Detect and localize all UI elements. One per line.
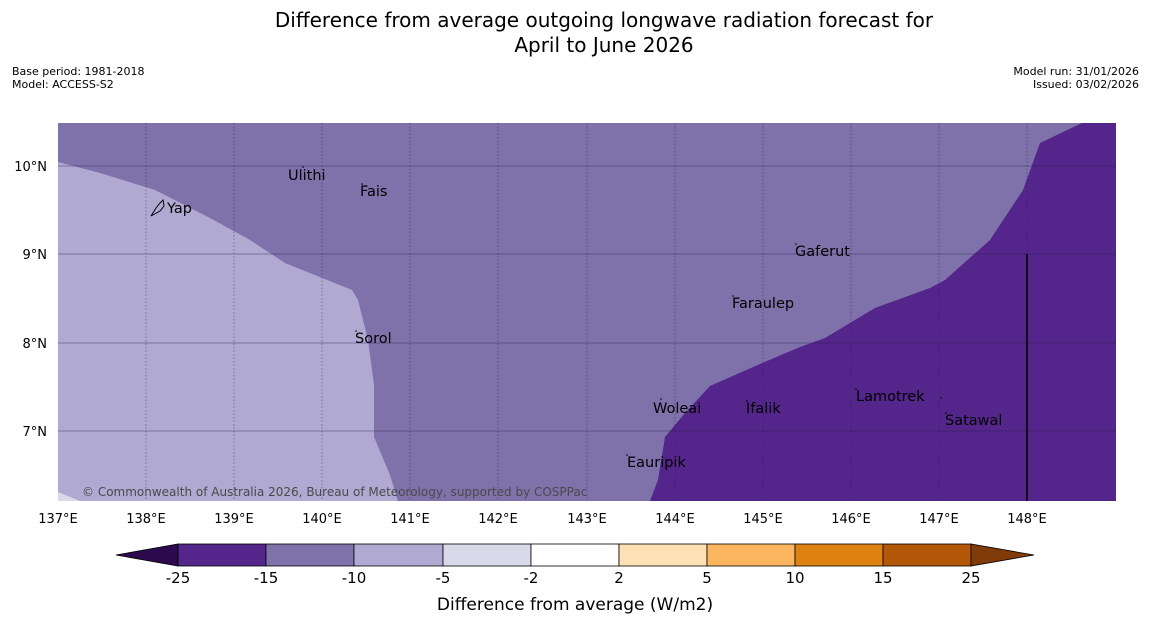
lon-tick-143E: 143°E [567,512,607,527]
cb-tick-9: 25 [961,569,980,587]
label-yap: Yap [166,201,192,217]
label-gaferut: Gaferut [795,244,850,260]
lon-tick-141E: 141°E [390,512,430,527]
lon-tick-148E: 148°E [1007,512,1047,527]
cb-tick-7: 10 [785,569,804,587]
parallels [58,165,1116,432]
label-lamotrek: Lamotrek [856,389,925,405]
cb-tick-3: -5 [436,569,451,587]
lon-tick-146E: 146°E [831,512,871,527]
lon-tick-142E: 142°E [478,512,518,527]
lon-tick-145E: 145°E [743,512,783,527]
label-woleai: Woleai [653,401,701,417]
label-eauripik: Eauripik [627,455,686,471]
yap-island [150,198,165,217]
label-faraulep: Faraulep [732,296,794,312]
region-dark [650,123,1116,501]
model-run: Model run: 31/01/2026 [1013,65,1139,78]
cb-tick-2: -10 [342,569,367,587]
colorbar-swatch-2 [265,543,355,567]
lon-tick-140E: 140°E [302,512,342,527]
lon-axis: 137°E 138°E 139°E 140°E 141°E 142°E 143°… [38,512,1047,527]
colorbar-label: Difference from average (W/m2) [437,595,713,615]
label-ifalik: Ifalik [746,401,781,417]
colorbar-ticks: -25 -15 -10 -5 -2 2 5 10 15 25 [166,569,981,587]
lat-tick-10N: 10°N [14,160,47,175]
island-markers [302,166,947,456]
region-lightest-speck [58,492,80,501]
lat-tick-7N: 7°N [23,425,48,440]
cb-tick-1: -15 [254,569,279,587]
label-ulithi: Ulithi [288,168,326,184]
cb-tick-6: 5 [702,569,712,587]
label-satawal: Satawal [945,413,1002,429]
lat-axis: 10°N 9°N 8°N 7°N [14,160,47,440]
cb-tick-8: 15 [873,569,892,587]
meta-right: Model run: 31/01/2026 Issued: 03/02/2026 [1013,65,1139,91]
cb-tick-0: -25 [166,569,191,587]
colorbar-swatch-9 [882,543,972,567]
lon-tick-139E: 139°E [214,512,254,527]
colorbar-swatch-6 [618,543,708,567]
model-name: Model: ACCESS-S2 [12,78,114,91]
region-light [58,162,398,501]
issued-date: Issued: 03/02/2026 [1032,78,1139,91]
cb-tick-4: -2 [524,569,539,587]
colorbar-swatch-1 [177,543,267,567]
cb-tick-5: 2 [614,569,624,587]
meta-left: Base period: 1981-2018 Model: ACCESS-S2 [12,65,144,91]
colorbar-swatch-8 [794,543,884,567]
lat-tick-9N: 9°N [23,248,48,263]
base-period: Base period: 1981-2018 [12,65,145,78]
label-sorol: Sorol [355,331,392,347]
label-fais: Fais [360,184,387,200]
lon-tick-137E: 137°E [38,512,78,527]
lon-tick-138E: 138°E [126,512,166,527]
lat-tick-8N: 8°N [23,337,48,352]
chart-title: Difference from average outgoing longwav… [0,8,1150,58]
title-line-1: Difference from average outgoing longwav… [274,8,934,32]
lon-tick-144E: 144°E [655,512,695,527]
colorbar-swatch-7 [706,543,796,567]
colorbar-swatch-5 [530,543,620,567]
lon-tick-147E: 147°E [919,512,959,527]
colorbar-swatch-4 [442,543,532,567]
colorbar-extend-low [115,543,179,567]
colorbar-extend-high [970,543,1035,567]
colorbar [115,543,1035,567]
colorbar-swatch-3 [353,543,444,567]
copyright-notice: © Commonwealth of Australia 2026, Bureau… [82,485,587,499]
title-line-2: April to June 2026 [514,33,694,57]
